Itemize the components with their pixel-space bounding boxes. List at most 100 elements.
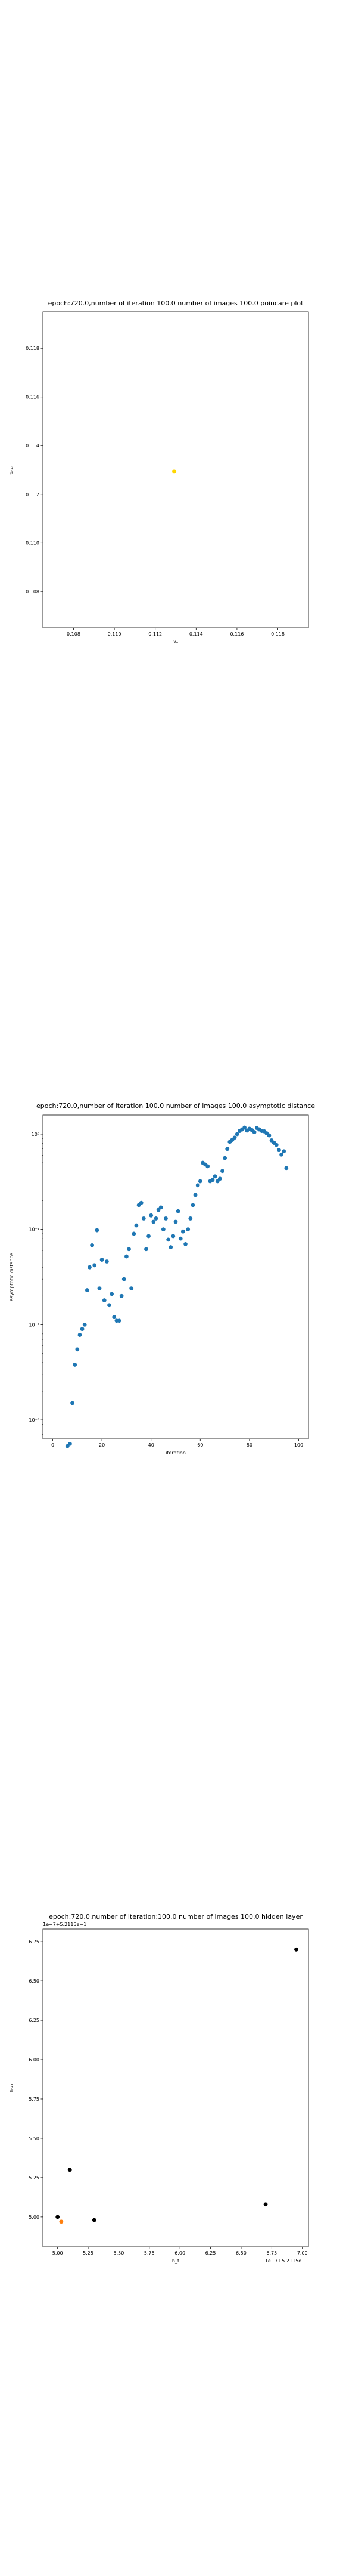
data-point	[232, 1135, 237, 1140]
y-tick-label: 0.110	[26, 540, 39, 546]
data-point	[139, 1200, 144, 1205]
y-tick-label: 5.25	[29, 2175, 39, 2181]
y-tick-label: 5.75	[29, 2097, 39, 2102]
y-tick-label: 0.108	[26, 589, 39, 595]
x-tick-label: 6.25	[205, 2250, 216, 2256]
data-point	[77, 1333, 82, 1337]
data-point	[215, 1179, 220, 1184]
y-tick-label: 5.00	[29, 2215, 39, 2220]
data-point	[171, 1234, 176, 1239]
y-tick-label: 6.75	[29, 1939, 39, 1945]
data-point	[223, 1156, 227, 1160]
plot-frame	[42, 1928, 309, 2247]
data-point	[68, 1441, 72, 1446]
x-tick-label: 20	[99, 1442, 105, 1448]
x-tick-label: 0.110	[108, 631, 121, 637]
data-point	[88, 1265, 92, 1270]
x-tick-label: 5.75	[144, 2250, 155, 2256]
data-point	[75, 1347, 80, 1352]
data-point	[294, 1947, 298, 1952]
data-point	[104, 1259, 109, 1264]
data-point	[85, 1288, 89, 1292]
y-axis-label: hₜ₊₁	[9, 2083, 14, 2092]
data-point	[156, 1208, 161, 1212]
data-point	[277, 1148, 281, 1153]
data-point	[112, 1315, 117, 1320]
x-tick-label: 5.50	[114, 2250, 124, 2256]
data-point	[154, 1216, 158, 1221]
data-point	[169, 1245, 173, 1249]
data-point	[129, 1286, 134, 1291]
x-offset-label: 1e−7+5.2115e−1	[265, 2258, 308, 2264]
plot-frame	[42, 1114, 309, 1439]
data-point	[267, 1133, 272, 1138]
data-point	[198, 1179, 202, 1184]
y-tick-label: 10⁻¹	[29, 1227, 39, 1233]
data-point	[186, 1227, 191, 1232]
data-point	[220, 1169, 224, 1174]
x-tick-label: 80	[247, 1442, 252, 1448]
y-tick-label: 0.112	[26, 492, 39, 497]
data-point	[205, 1164, 210, 1169]
data-point	[183, 1241, 188, 1246]
data-point	[102, 1298, 107, 1302]
data-point	[124, 1254, 129, 1259]
data-point	[117, 1318, 121, 1323]
data-point	[73, 1363, 77, 1367]
plot-frame	[42, 311, 309, 628]
data-point	[59, 2219, 64, 2224]
x-axis-label: iteration	[166, 1450, 186, 1456]
data-point	[263, 2202, 268, 2207]
y-tick-label: 10⁻²	[29, 1322, 39, 1327]
data-point	[110, 1292, 114, 1296]
y-tick-label: 6.00	[29, 2057, 39, 2063]
data-point	[70, 1401, 74, 1405]
data-point	[193, 1193, 198, 1197]
data-point	[132, 1231, 136, 1236]
x-tick-label: 0.112	[148, 631, 162, 637]
x-tick-label: 6.00	[174, 2250, 185, 2256]
x-tick-label: 5.25	[83, 2250, 93, 2256]
y-offset-label: 1e−7+5.2115e−1	[43, 1922, 86, 1927]
data-point	[284, 1166, 289, 1171]
data-point	[178, 1236, 183, 1241]
data-point	[127, 1247, 131, 1252]
y-tick-label: 10⁻³	[29, 1417, 39, 1423]
x-tick-label: 0.108	[67, 631, 80, 637]
data-point	[242, 1125, 247, 1130]
data-point	[158, 1205, 163, 1210]
data-point	[235, 1132, 239, 1137]
data-point	[121, 1277, 126, 1281]
poincare-plot: epoch:720.0,number of iteration 100.0 nu…	[9, 299, 309, 645]
data-point	[92, 1263, 97, 1268]
data-point	[82, 1322, 87, 1327]
data-point	[172, 469, 177, 474]
data-point	[55, 2215, 60, 2219]
x-tick-label: 0.118	[271, 631, 285, 637]
data-point	[119, 1293, 124, 1298]
x-tick-label: 6.50	[236, 2250, 247, 2256]
data-point	[188, 1216, 193, 1221]
y-tick-label: 0.116	[26, 395, 39, 400]
data-point	[97, 1286, 102, 1291]
data-point	[99, 1258, 104, 1262]
asymptotic-distance-panel: epoch:720.0,number of iteration 100.0 nu…	[0, 1091, 343, 1503]
data-point	[149, 1213, 154, 1218]
chart-title: epoch:720.0,number of iteration 100.0 nu…	[48, 299, 304, 307]
y-tick-label: 10⁰	[32, 1132, 39, 1137]
y-tick-label: 5.50	[29, 2136, 39, 2141]
data-point	[225, 1147, 230, 1151]
data-point	[90, 1243, 94, 1247]
data-point	[95, 1228, 99, 1233]
data-point	[151, 1219, 156, 1224]
x-tick-label: 100	[294, 1442, 303, 1448]
data-point	[80, 1327, 85, 1332]
y-tick-label: 6.50	[29, 1979, 39, 1984]
data-point	[107, 1303, 111, 1308]
x-tick-label: 5.00	[52, 2250, 63, 2256]
data-point	[213, 1174, 217, 1179]
asymptotic-distance-plot: epoch:720.0,number of iteration 100.0 nu…	[9, 1102, 315, 1503]
x-tick-label: 6.75	[266, 2250, 277, 2256]
data-point	[92, 2218, 96, 2222]
data-point	[146, 1234, 151, 1239]
